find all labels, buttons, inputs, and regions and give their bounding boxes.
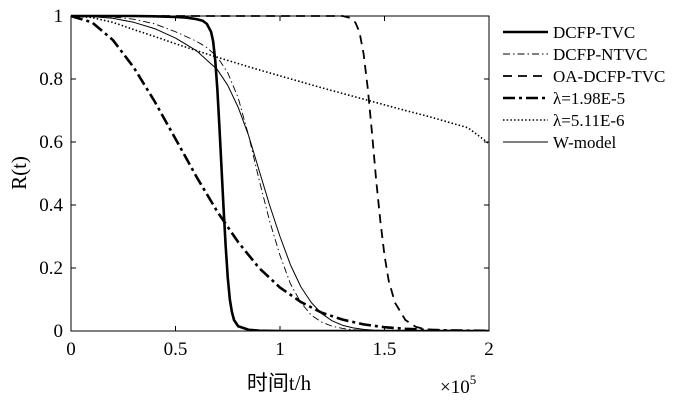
ticks-group: 0 0.5 1 1.5 2 0 0.2 0.4 0.6 0.8 1: [39, 6, 494, 360]
x-tick-label: 0.5: [164, 339, 188, 360]
x-axis-multiplier: ×105: [440, 372, 476, 398]
legend-label: OA-DCFP-TVC: [553, 67, 665, 86]
legend-label: W-model: [553, 133, 617, 152]
plot-frame: [70, 15, 490, 332]
legend-item: W-model: [503, 133, 617, 152]
series-group: [71, 14, 489, 331]
x-tick-label: 1.5: [373, 339, 397, 360]
x-multiplier-exponent: 5: [470, 372, 477, 387]
series-line-0: [71, 14, 489, 331]
legend-label: DCFP-TVC: [553, 23, 635, 42]
legend-item: OA-DCFP-TVC: [503, 67, 665, 86]
y-tick-label: 1: [54, 6, 64, 27]
legend-label: λ=1.98E-5: [553, 89, 625, 108]
plot-frame-group: [70, 15, 490, 332]
legend-item: λ=5.11E-6: [503, 111, 625, 130]
series-line-4: [71, 15, 489, 145]
y-tick-label: 0.2: [39, 258, 63, 279]
x-multiplier-base: ×10: [440, 377, 470, 398]
x-tick-label: 0: [66, 339, 76, 360]
y-tick-label: 0.4: [39, 195, 63, 216]
x-tick-label: 1: [275, 339, 285, 360]
series-line-5: [71, 15, 489, 331]
y-tick-label: 0.6: [39, 132, 63, 153]
x-tick-label: 2: [484, 339, 494, 360]
x-axis-label: 时间t/h: [247, 371, 312, 395]
y-axis-label: R(t): [7, 156, 31, 190]
legend-item: λ=1.98E-5: [503, 89, 625, 108]
series-line-1: [71, 15, 489, 331]
legend-label: λ=5.11E-6: [553, 111, 625, 130]
y-tick-label: 0: [54, 321, 64, 342]
legend-item: DCFP-NTVC: [503, 45, 647, 64]
series-line-2: [71, 15, 489, 331]
y-tick-label: 0.8: [39, 69, 63, 90]
legend-label: DCFP-NTVC: [553, 45, 647, 64]
legend: DCFP-TVC DCFP-NTVC OA-DCFP-TVC λ=1.98E-5 λ=5…: [503, 23, 665, 152]
series-line-3: [71, 14, 489, 331]
legend-item: DCFP-TVC: [503, 23, 635, 42]
